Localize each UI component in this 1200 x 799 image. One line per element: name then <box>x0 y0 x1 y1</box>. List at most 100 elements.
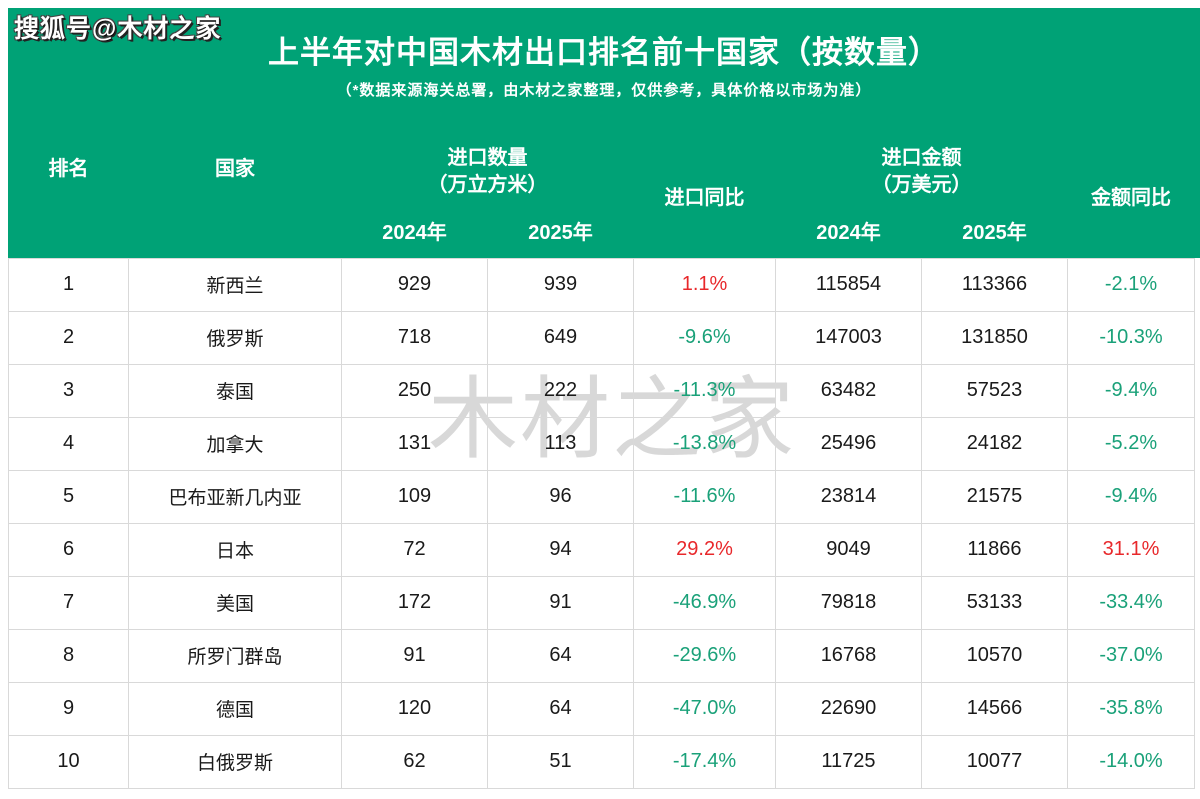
cell-rank: 8 <box>8 628 129 683</box>
cell-amt-2024: 115854 <box>775 257 922 312</box>
cell-qty-2024: 72 <box>341 522 488 577</box>
import-quantity-unit: （万立方米） <box>427 174 548 196</box>
ranking-table: 排名 国家 进口数量 （万立方米） 进口同比 进口金额 （万美元） 金额同比 2… <box>8 120 1195 789</box>
cell-qty-2025: 649 <box>487 310 634 365</box>
table-header: 排名 国家 进口数量 （万立方米） 进口同比 进口金额 （万美元） 金额同比 2… <box>8 120 1195 258</box>
page-title: 上半年对中国木材出口排名前十国家（按数量） <box>268 35 940 70</box>
cell-rank: 7 <box>8 575 129 630</box>
import-amount-unit: （万美元） <box>871 174 972 196</box>
table-row: 6 日本 72 94 29.2% 9049 11866 31.1% <box>8 522 1195 577</box>
col-header-quantity-yoy: 进口同比 <box>633 120 776 258</box>
col-header-amt-2024: 2024年 <box>775 210 922 258</box>
cell-country: 德国 <box>128 681 342 736</box>
cell-rank: 1 <box>8 257 129 312</box>
table-row: 5 巴布亚新几内亚 109 96 -11.6% 23814 21575 -9.4… <box>8 469 1195 524</box>
cell-amt-2025: 113366 <box>921 257 1068 312</box>
cell-amt-2025: 57523 <box>921 363 1068 418</box>
import-quantity-label: 进口数量 <box>447 147 528 169</box>
col-header-rank: 排名 <box>8 120 129 258</box>
col-header-qty-2024: 2024年 <box>341 210 488 258</box>
col-header-amt-2025: 2025年 <box>921 210 1068 258</box>
cell-qty-yoy: -9.6% <box>633 310 776 365</box>
cell-country: 白俄罗斯 <box>128 734 342 789</box>
cell-amt-2025: 10570 <box>921 628 1068 683</box>
cell-amt-yoy: 31.1% <box>1067 522 1195 577</box>
col-header-amount-yoy: 金额同比 <box>1067 120 1195 258</box>
col-header-import-amount: 进口金额 （万美元） <box>775 120 1068 210</box>
cell-country: 美国 <box>128 575 342 630</box>
cell-qty-2024: 929 <box>341 257 488 312</box>
cell-rank: 3 <box>8 363 129 418</box>
cell-amt-2025: 11866 <box>921 522 1068 577</box>
cell-qty-2025: 113 <box>487 416 634 471</box>
table-body: 1 新西兰 929 939 1.1% 115854 113366 -2.1% 2… <box>8 257 1195 789</box>
table-row: 1 新西兰 929 939 1.1% 115854 113366 -2.1% <box>8 257 1195 312</box>
cell-amt-2025: 53133 <box>921 575 1068 630</box>
cell-rank: 9 <box>8 681 129 736</box>
cell-amt-yoy: -10.3% <box>1067 310 1195 365</box>
cell-country: 所罗门群岛 <box>128 628 342 683</box>
cell-amt-2025: 24182 <box>921 416 1068 471</box>
cell-amt-2025: 14566 <box>921 681 1068 736</box>
table-row: 4 加拿大 131 113 -13.8% 25496 24182 -5.2% <box>8 416 1195 471</box>
cell-qty-2025: 222 <box>487 363 634 418</box>
cell-qty-yoy: -17.4% <box>633 734 776 789</box>
cell-qty-2025: 64 <box>487 628 634 683</box>
cell-amt-2024: 22690 <box>775 681 922 736</box>
cell-amt-2024: 23814 <box>775 469 922 524</box>
cell-country: 新西兰 <box>128 257 342 312</box>
cell-rank: 2 <box>8 310 129 365</box>
cell-rank: 6 <box>8 522 129 577</box>
cell-qty-yoy: 29.2% <box>633 522 776 577</box>
cell-qty-2025: 96 <box>487 469 634 524</box>
table-row: 8 所罗门群岛 91 64 -29.6% 16768 10570 -37.0% <box>8 628 1195 683</box>
sohu-account-watermark: 搜狐号@木材之家 <box>14 15 222 43</box>
cell-qty-2024: 131 <box>341 416 488 471</box>
col-header-country: 国家 <box>128 120 342 258</box>
cell-amt-2025: 131850 <box>921 310 1068 365</box>
page-subtitle: （*数据来源海关总署，由木材之家整理，仅供参考，具体价格以市场为准） <box>336 82 872 99</box>
cell-rank: 4 <box>8 416 129 471</box>
cell-amt-yoy: -35.8% <box>1067 681 1195 736</box>
cell-qty-yoy: -13.8% <box>633 416 776 471</box>
cell-amt-2024: 63482 <box>775 363 922 418</box>
table-row: 2 俄罗斯 718 649 -9.6% 147003 131850 -10.3% <box>8 310 1195 365</box>
cell-qty-2025: 51 <box>487 734 634 789</box>
cell-amt-2024: 11725 <box>775 734 922 789</box>
cell-country: 加拿大 <box>128 416 342 471</box>
cell-qty-2024: 172 <box>341 575 488 630</box>
cell-amt-2024: 25496 <box>775 416 922 471</box>
cell-country: 日本 <box>128 522 342 577</box>
cell-amt-yoy: -37.0% <box>1067 628 1195 683</box>
cell-amt-yoy: -33.4% <box>1067 575 1195 630</box>
cell-amt-2025: 21575 <box>921 469 1068 524</box>
cell-qty-yoy: -47.0% <box>633 681 776 736</box>
table-row: 3 泰国 250 222 -11.3% 63482 57523 -9.4% <box>8 363 1195 418</box>
cell-amt-yoy: -14.0% <box>1067 734 1195 789</box>
cell-country: 泰国 <box>128 363 342 418</box>
cell-amt-yoy: -5.2% <box>1067 416 1195 471</box>
cell-qty-yoy: -11.6% <box>633 469 776 524</box>
cell-qty-2024: 109 <box>341 469 488 524</box>
cell-qty-2024: 718 <box>341 310 488 365</box>
cell-amt-yoy: -9.4% <box>1067 363 1195 418</box>
cell-amt-2025: 10077 <box>921 734 1068 789</box>
cell-qty-2024: 62 <box>341 734 488 789</box>
cell-qty-2025: 64 <box>487 681 634 736</box>
import-amount-label: 进口金额 <box>881 147 962 169</box>
cell-amt-2024: 16768 <box>775 628 922 683</box>
cell-qty-yoy: -11.3% <box>633 363 776 418</box>
cell-qty-2024: 91 <box>341 628 488 683</box>
col-header-qty-2025: 2025年 <box>487 210 634 258</box>
cell-qty-2024: 120 <box>341 681 488 736</box>
cell-qty-2024: 250 <box>341 363 488 418</box>
cell-country: 俄罗斯 <box>128 310 342 365</box>
cell-qty-2025: 94 <box>487 522 634 577</box>
cell-country: 巴布亚新几内亚 <box>128 469 342 524</box>
cell-amt-2024: 79818 <box>775 575 922 630</box>
cell-qty-2025: 939 <box>487 257 634 312</box>
cell-rank: 10 <box>8 734 129 789</box>
cell-qty-yoy: -29.6% <box>633 628 776 683</box>
cell-qty-yoy: -46.9% <box>633 575 776 630</box>
